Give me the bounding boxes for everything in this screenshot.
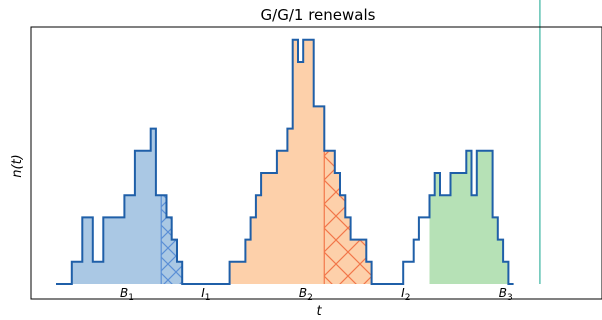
period-label-2: I1 bbox=[201, 286, 210, 303]
chart-title: G/G/1 renewals bbox=[261, 6, 376, 24]
busy-area-1 bbox=[71, 128, 183, 284]
period-label-subscript: 2 bbox=[405, 293, 411, 303]
period-label-letter: I bbox=[201, 286, 205, 300]
period-label-subscript: 1 bbox=[205, 293, 211, 303]
period-label-5: B3 bbox=[499, 286, 513, 303]
period-label-subscript: 1 bbox=[128, 293, 134, 303]
period-label-3: B2 bbox=[299, 286, 313, 303]
period-label-subscript: 3 bbox=[507, 293, 513, 303]
x-axis-label: t bbox=[316, 304, 322, 319]
period-label-subscript: 2 bbox=[307, 293, 313, 303]
period-label-letter: B bbox=[120, 286, 128, 300]
period-label-letter: B bbox=[499, 286, 507, 300]
period-labels: B1 I1 B2 I2 B3 bbox=[120, 286, 513, 303]
residual-hatch-2 bbox=[324, 150, 383, 284]
period-label-4: I2 bbox=[401, 286, 410, 303]
period-label-letter: B bbox=[299, 286, 307, 300]
queue-length-line bbox=[56, 38, 514, 285]
period-label-1: B1 bbox=[120, 286, 134, 303]
plot-frame bbox=[30, 26, 602, 300]
y-axis-label: n(t) bbox=[10, 154, 25, 177]
period-label-letter: I bbox=[401, 286, 405, 300]
plot-area bbox=[56, 0, 541, 285]
